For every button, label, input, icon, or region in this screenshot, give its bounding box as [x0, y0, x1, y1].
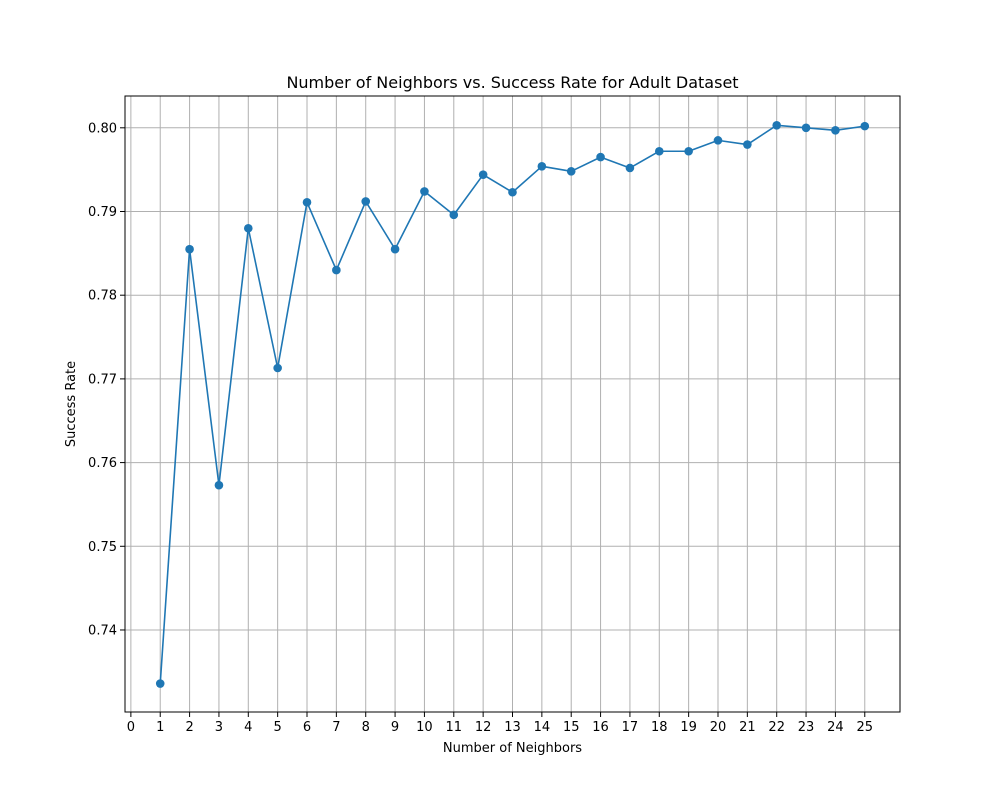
data-point	[801, 123, 811, 133]
y-tick-label: 0.80	[88, 121, 117, 136]
x-tick-label: 0	[127, 720, 135, 735]
x-tick-label: 19	[680, 720, 697, 735]
x-tick-label: 20	[710, 720, 727, 735]
data-point	[831, 126, 840, 135]
data-point	[302, 197, 312, 207]
x-tick-label: 6	[303, 720, 311, 735]
data-point	[214, 480, 224, 490]
x-axis-ticks: 0 1 2 3 4 5 6 7 8 9 10 11 12 13 14 15 16 17 18 19 20 21 22 23 24…	[127, 712, 873, 735]
data-point	[566, 167, 576, 176]
data-point	[743, 140, 752, 149]
data-point	[332, 265, 341, 275]
y-tick-label: 0.77	[88, 372, 117, 387]
data-point	[155, 679, 165, 688]
data-point	[185, 244, 194, 254]
x-tick-label: 11	[446, 720, 463, 735]
data-point	[596, 152, 605, 162]
y-tick-label: 0.74	[88, 623, 117, 638]
y-axis-ticks: 0.74 0.75 0.76 0.77 0.78 0.79 0.80	[88, 121, 125, 638]
x-tick-label: 10	[416, 720, 433, 735]
data-point	[713, 136, 723, 145]
data-point	[449, 210, 459, 220]
data-point	[478, 170, 488, 179]
x-tick-label: 12	[475, 720, 492, 735]
data-point	[390, 244, 400, 254]
y-tick-label: 0.79	[88, 205, 117, 220]
data-point	[273, 363, 282, 373]
y-axis-label: Success Rate	[64, 361, 79, 447]
data-point	[243, 223, 253, 233]
grid-lines	[125, 96, 900, 712]
x-tick-label: 7	[332, 720, 340, 735]
x-tick-label: 15	[563, 720, 580, 735]
data-point	[684, 146, 693, 156]
x-tick-label: 13	[504, 720, 521, 735]
x-tick-label: 16	[592, 720, 609, 735]
data-point	[860, 121, 870, 131]
data-point	[772, 120, 782, 130]
x-tick-label: 17	[622, 720, 639, 735]
x-tick-label: 25	[856, 720, 873, 735]
y-tick-label: 0.76	[88, 456, 117, 471]
x-tick-label: 23	[798, 720, 815, 735]
x-tick-label: 3	[215, 720, 223, 735]
x-tick-label: 9	[391, 720, 399, 735]
x-tick-label: 2	[185, 720, 193, 735]
x-tick-label: 24	[827, 720, 844, 735]
data-point	[361, 197, 371, 206]
chart-title: Number of Neighbors vs. Success Rate for…	[286, 73, 738, 92]
y-tick-label: 0.78	[88, 289, 117, 304]
data-point	[508, 187, 517, 197]
x-tick-label: 1	[156, 720, 164, 735]
data-point	[625, 163, 635, 173]
x-tick-label: 4	[244, 720, 252, 735]
x-tick-label: 21	[739, 720, 756, 735]
x-tick-label: 14	[534, 720, 551, 735]
x-tick-label: 22	[768, 720, 785, 735]
y-tick-label: 0.75	[88, 540, 117, 555]
data-point	[537, 162, 547, 171]
x-tick-label: 18	[651, 720, 668, 735]
data-point	[654, 146, 664, 156]
series-layer	[155, 120, 870, 688]
x-tick-label: 5	[274, 720, 282, 735]
x-axis-label: Number of Neighbors	[443, 741, 582, 756]
x-tick-label: 8	[362, 720, 370, 735]
data-point	[420, 187, 429, 196]
